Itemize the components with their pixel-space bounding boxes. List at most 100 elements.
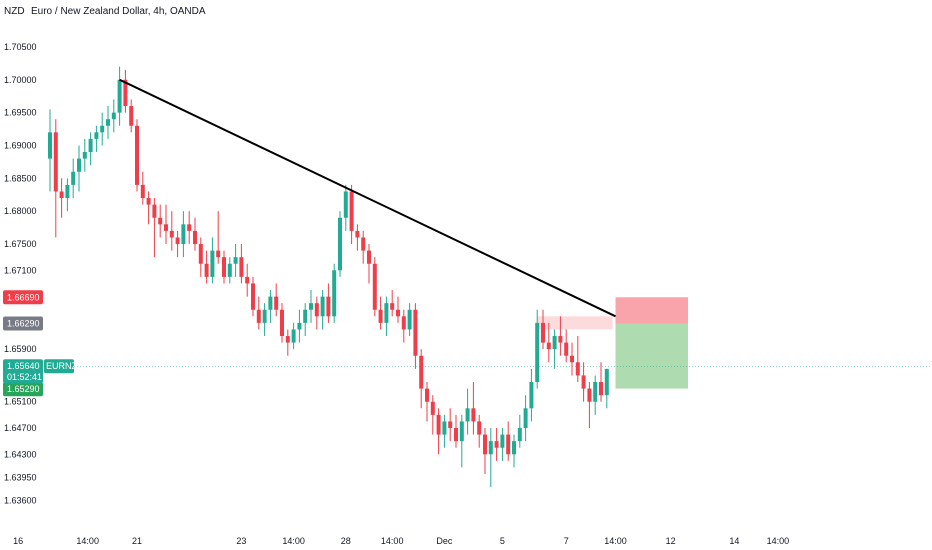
candle-body: [488, 441, 493, 455]
candle-body: [152, 204, 157, 218]
candle-59: [390, 290, 395, 317]
candle-body: [77, 158, 81, 172]
candle-body: [227, 263, 232, 277]
candle-body: [106, 119, 110, 126]
candle-42: [291, 322, 296, 350]
candle-body: [53, 132, 58, 192]
candle-81: [517, 414, 522, 448]
candle-body: [94, 132, 99, 139]
candle-75: [483, 428, 487, 475]
candle-body: [523, 408, 528, 429]
candle-92: [581, 362, 586, 402]
candle-body: [570, 355, 574, 363]
y-tick-label-6: 1.67500: [4, 239, 37, 249]
candle-83: [529, 368, 534, 422]
candle-73: [471, 382, 476, 435]
candle-47: [320, 290, 325, 330]
y-tick-label-7: 1.67100: [4, 265, 37, 275]
y-tick-label-2: 1.69500: [4, 108, 37, 118]
candle-body: [529, 382, 534, 409]
candle-54: [361, 230, 366, 264]
candle-72: [465, 388, 470, 435]
candle-90: [570, 342, 574, 376]
candle-86: [546, 322, 551, 363]
candle-body: [140, 184, 145, 199]
candle-80: [512, 434, 516, 468]
candle-49: [332, 263, 337, 323]
time-axis[interactable]: 16 14:00 21 23 14:00 28 14:00 Dec 5 7 14:00 12 14 14:…: [13, 536, 789, 546]
y-tick-label-0: 1.70500: [4, 42, 37, 52]
candle-body: [430, 401, 435, 415]
candle-body: [517, 428, 522, 442]
candle-body: [82, 152, 87, 159]
candle-body: [88, 138, 93, 153]
candle-63: [413, 303, 418, 369]
candle-body: [210, 250, 215, 277]
candle-71: [459, 414, 464, 468]
y-tick-label-11: 1.64700: [4, 423, 37, 433]
candle-body: [477, 421, 482, 435]
candle-61: [401, 309, 406, 343]
candle-96: [604, 368, 609, 409]
candle-51: [343, 184, 348, 231]
candle-5: [77, 145, 81, 192]
candle-57: [378, 296, 383, 330]
candle-13: [123, 69, 128, 113]
x-tick-label-7: Dec: [436, 536, 453, 546]
y-tick-label-9: 1.65900: [4, 344, 37, 354]
candle-18: [152, 198, 157, 258]
candle-body: [164, 224, 168, 231]
trade-zones: [537, 297, 688, 389]
x-tick-label-3: 23: [236, 536, 246, 546]
candle-body: [361, 237, 366, 251]
candle-77: [494, 428, 499, 461]
candle-29: [216, 211, 221, 264]
price-tag-bg: [3, 290, 43, 305]
candle-body: [332, 270, 337, 317]
candle-70: [454, 414, 458, 448]
candle-84: [535, 309, 540, 389]
candle-body: [314, 303, 319, 317]
candle-body: [309, 303, 313, 310]
price-axis[interactable]: NZD 1.705001.700001.695001.690001.685001…: [4, 6, 37, 505]
candle-body: [396, 309, 400, 317]
candle-53: [355, 224, 360, 251]
candle-69: [448, 408, 453, 442]
candle-52: [349, 184, 354, 245]
currency-label: NZD: [4, 6, 25, 17]
bar-countdown: 01:52:41: [7, 372, 42, 382]
trendline[interactable]: [119, 78, 616, 318]
candle-56: [372, 257, 377, 317]
price-tag-2: 1.65290: [3, 382, 43, 397]
candle-body: [483, 434, 487, 455]
candle-26: [198, 237, 203, 277]
candle-body: [239, 257, 244, 277]
y-tick-label-13: 1.63950: [4, 472, 37, 482]
x-tick-label-8: 5: [500, 536, 505, 546]
candle-body: [175, 237, 180, 245]
candle-body: [442, 421, 447, 435]
candle-body: [169, 230, 174, 238]
candle-body: [129, 106, 134, 126]
candle-body: [535, 322, 540, 383]
candle-21: [169, 211, 174, 251]
symbol-tag-bg: [44, 359, 74, 374]
candle-body: [285, 336, 290, 343]
candle-6: [82, 138, 87, 172]
candle-body: [158, 217, 163, 225]
candle-39: [274, 283, 279, 317]
chart-title: Euro / New Zealand Dollar, 4h, OANDA: [31, 6, 206, 17]
candle-22: [175, 230, 180, 258]
candle-24: [187, 211, 192, 245]
candle-body: [251, 283, 255, 310]
candle-body: [222, 257, 226, 277]
candle-body: [512, 441, 516, 455]
candle-body: [546, 342, 551, 350]
candle-64: [419, 349, 424, 409]
candle-body: [436, 414, 441, 435]
candle-body: [552, 336, 557, 350]
price-tag-label: 1.65290: [7, 384, 40, 394]
candle-50: [338, 211, 342, 277]
